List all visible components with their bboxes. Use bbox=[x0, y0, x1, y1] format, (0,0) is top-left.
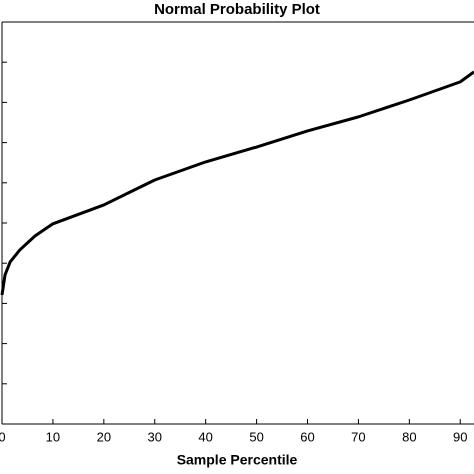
x-tick-label: 10 bbox=[46, 429, 60, 444]
x-tick-label: 40 bbox=[198, 429, 212, 444]
x-tick-label: 20 bbox=[97, 429, 111, 444]
x-tick-label: 80 bbox=[402, 429, 416, 444]
x-tick-label: 30 bbox=[148, 429, 162, 444]
x-axis-label: Sample Percentile bbox=[177, 452, 298, 468]
x-tick-label: 60 bbox=[300, 429, 314, 444]
x-tick-label: 90 bbox=[453, 429, 467, 444]
x-tick-label: 0 bbox=[0, 429, 6, 444]
x-tick-label: 50 bbox=[249, 429, 263, 444]
x-tick-label: 70 bbox=[351, 429, 365, 444]
data-line bbox=[0, 70, 474, 296]
chart-title: Normal Probability Plot bbox=[154, 1, 320, 18]
